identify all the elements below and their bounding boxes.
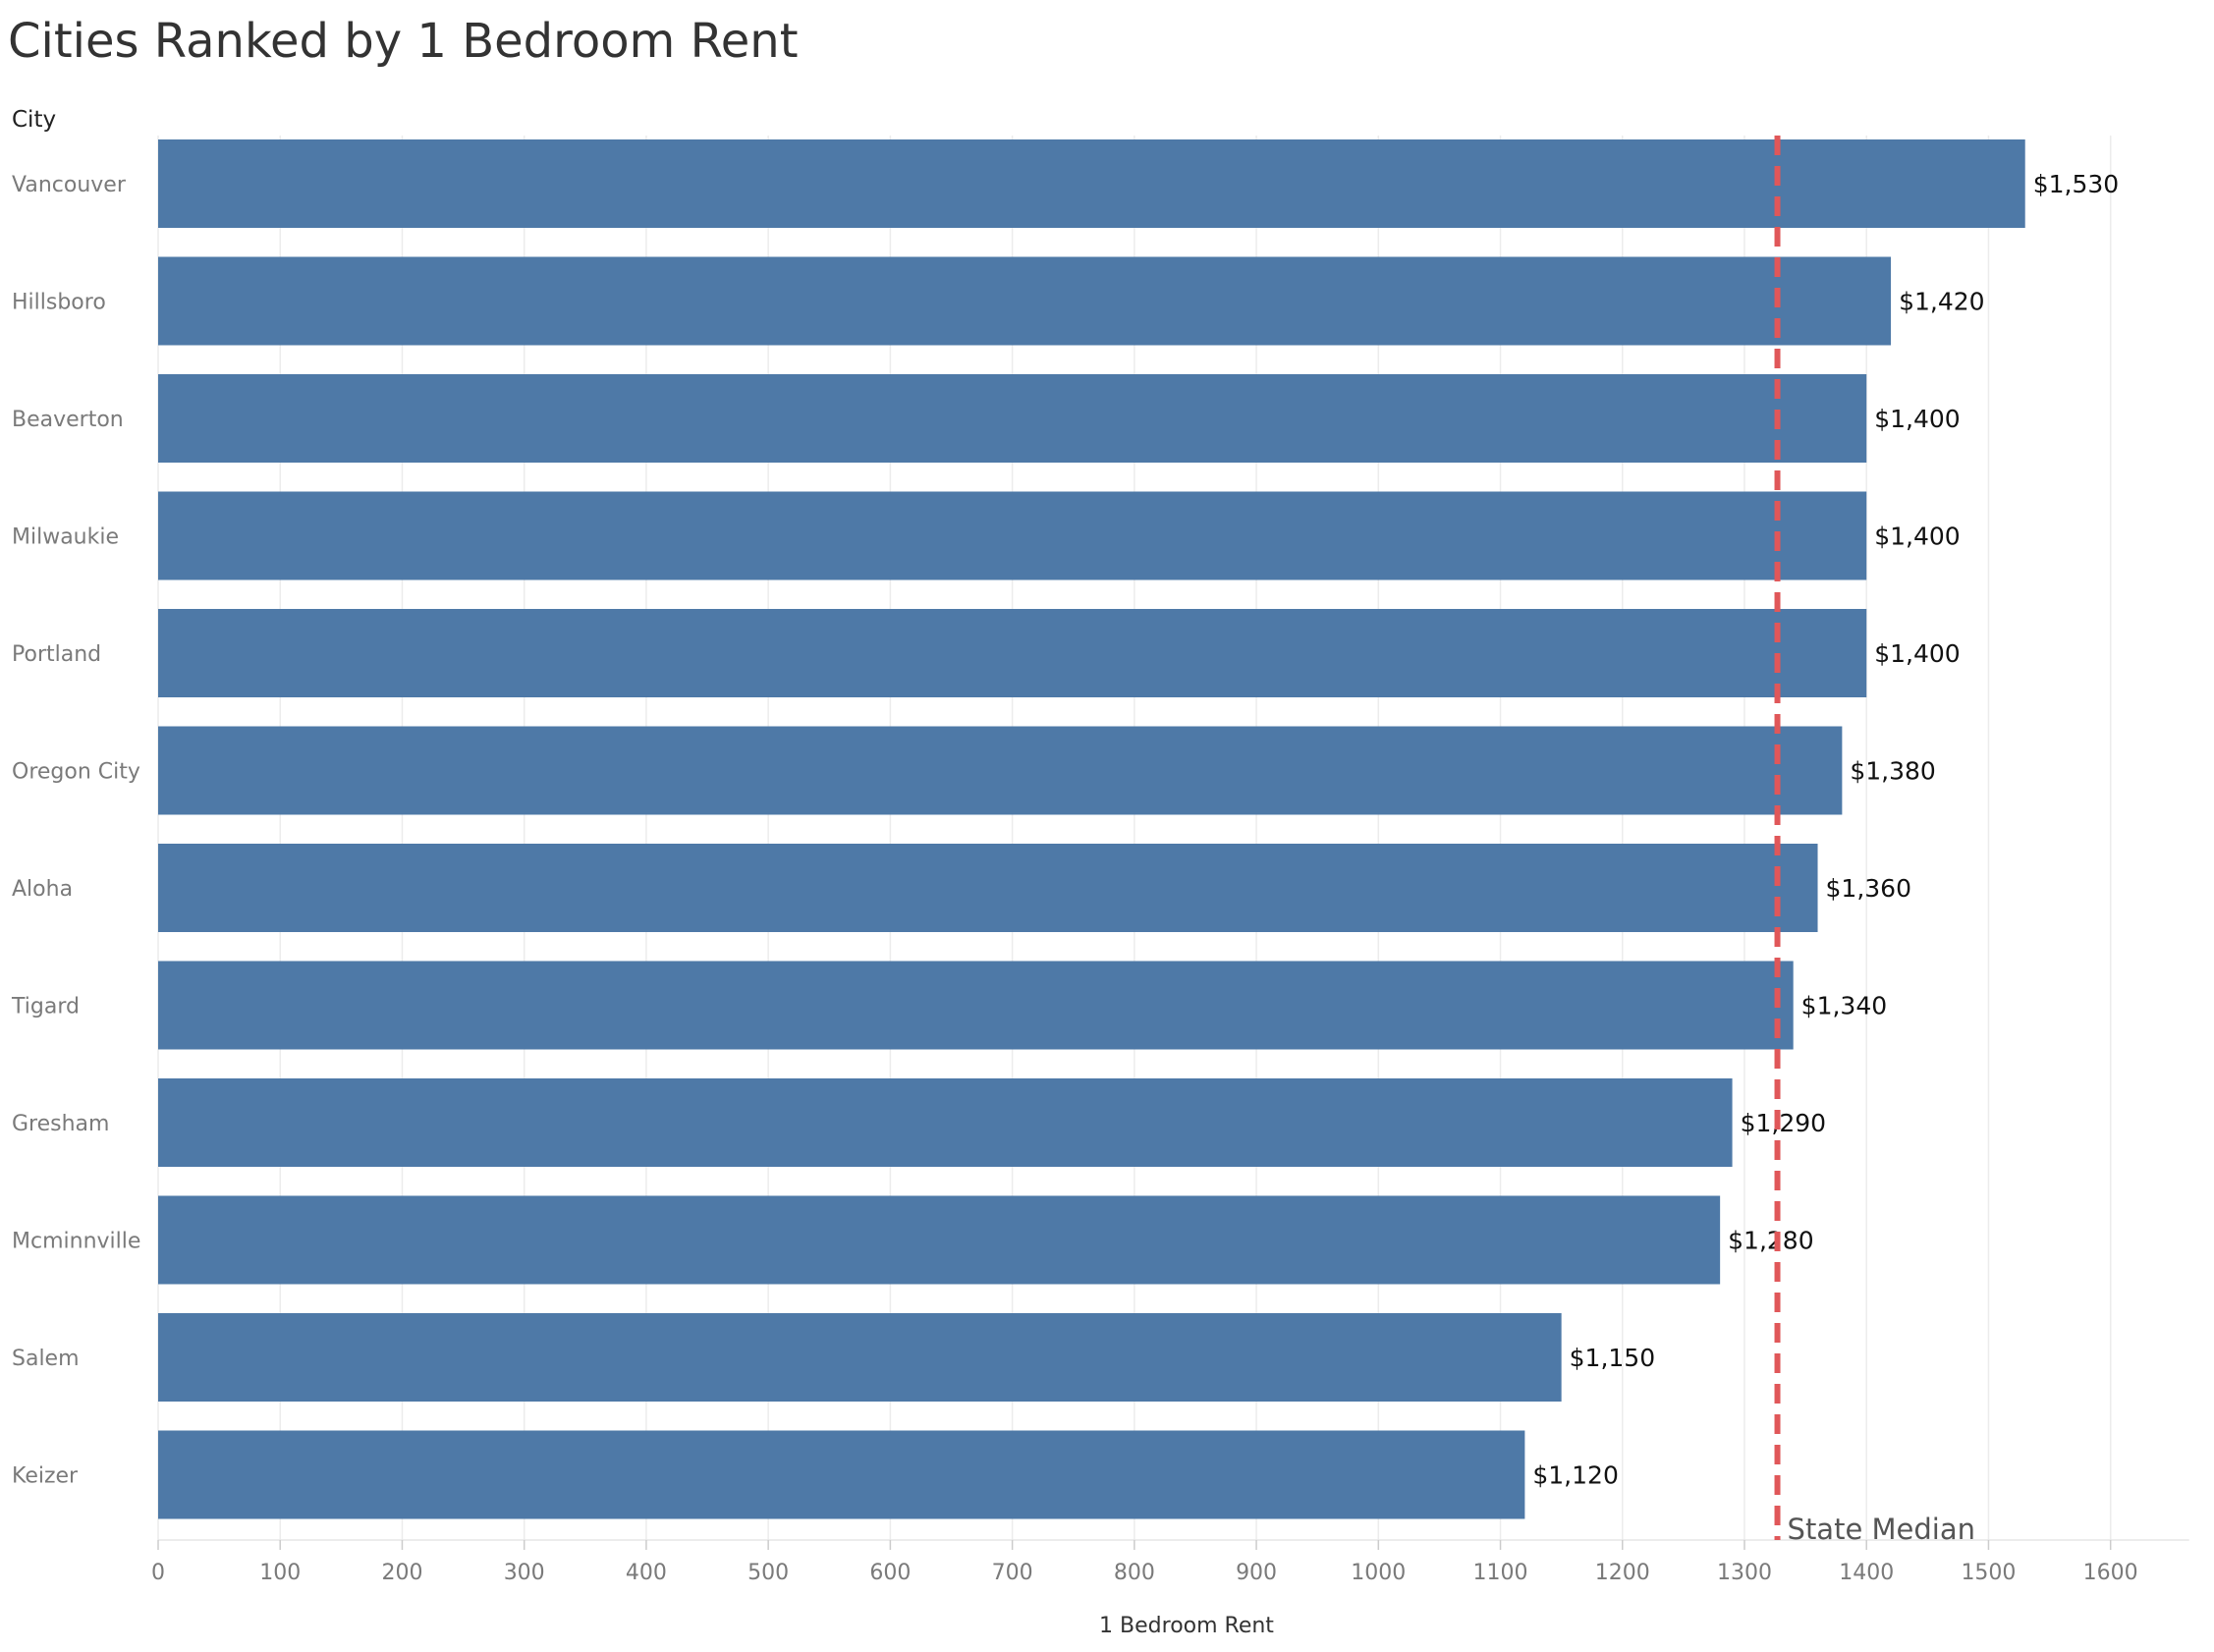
chart-title: Cities Ranked by 1 Bedroom Rent [8, 14, 799, 69]
category-label: Oregon City [12, 760, 140, 785]
category-label: Vancouver [12, 173, 127, 197]
bar [158, 139, 2025, 228]
bar [158, 1313, 1562, 1402]
x-axis-title: 1 Bedroom Rent [1099, 1614, 1274, 1638]
x-tick-label: 1000 [1351, 1561, 1406, 1585]
bar [158, 1195, 1721, 1285]
data-label: $1,380 [1850, 757, 1935, 786]
x-tick-label: 800 [1114, 1561, 1155, 1585]
category-labels: Vancouver Hillsboro Beaverton Milwaukie Port… [11, 173, 140, 1489]
data-label: $1,120 [1532, 1461, 1618, 1490]
x-tick-label: 900 [1236, 1561, 1277, 1585]
category-label: Mcminnville [12, 1230, 140, 1254]
data-label: $1,400 [1874, 405, 1960, 433]
bar [158, 491, 1867, 580]
x-tick-label: 200 [381, 1561, 422, 1585]
reference-line-label: State Median [1788, 1513, 1975, 1546]
x-tick-label: 500 [747, 1561, 789, 1585]
category-label: Hillsboro [12, 291, 106, 315]
x-tick-label: 400 [626, 1561, 667, 1585]
x-tick-label: 1100 [1473, 1561, 1528, 1585]
bar [158, 1078, 1733, 1167]
x-tick-label: 600 [869, 1561, 911, 1585]
category-label: Portland [12, 642, 101, 667]
data-label: $1,340 [1801, 992, 1887, 1020]
x-tick-label: 0 [151, 1561, 165, 1585]
data-label: $1,150 [1570, 1344, 1655, 1372]
bar [158, 961, 1794, 1050]
x-tick-label: 100 [259, 1561, 301, 1585]
x-tick-label: 300 [504, 1561, 545, 1585]
category-label: Tigard [11, 995, 80, 1019]
data-label: $1,400 [1874, 523, 1960, 551]
x-tick-label: 1500 [1961, 1561, 2016, 1585]
x-tick-label: 1400 [1839, 1561, 1894, 1585]
x-tick-label: 1300 [1717, 1561, 1772, 1585]
category-label: Aloha [12, 877, 73, 902]
x-axis-ticks: 0 100 200 300 400 500 600 700 800 900 1000 1100 1200… [151, 1540, 2138, 1585]
bar [158, 844, 1818, 932]
data-label: $1,360 [1826, 874, 1911, 903]
category-label: Keizer [12, 1464, 79, 1489]
bar [158, 609, 1867, 697]
x-tick-label: 1200 [1595, 1561, 1650, 1585]
gridlines [157, 136, 2189, 1541]
category-label: Salem [12, 1347, 80, 1371]
bar [158, 1430, 1525, 1519]
x-tick-label: 1600 [2083, 1561, 2138, 1585]
data-label: $1,280 [1728, 1227, 1813, 1255]
data-label: $1,530 [2033, 170, 2119, 198]
x-tick-label: 700 [992, 1561, 1033, 1585]
category-label: Beaverton [12, 408, 124, 432]
data-label: $1,420 [1899, 288, 1984, 316]
y-axis-title: City [12, 107, 56, 133]
data-label: $1,290 [1741, 1109, 1826, 1137]
bars [158, 139, 2025, 1519]
category-label: Milwaukie [12, 525, 119, 550]
data-labels: $1,530 $1,420 $1,400 $1,400 $1,400 $1,380 $1,3… [1532, 170, 2119, 1490]
category-label: Gresham [12, 1112, 109, 1136]
bar [158, 374, 1867, 463]
reference-line-group: State Median [1774, 136, 1975, 1546]
bar [158, 726, 1843, 815]
bar [158, 256, 1892, 346]
data-label: $1,400 [1874, 639, 1960, 668]
